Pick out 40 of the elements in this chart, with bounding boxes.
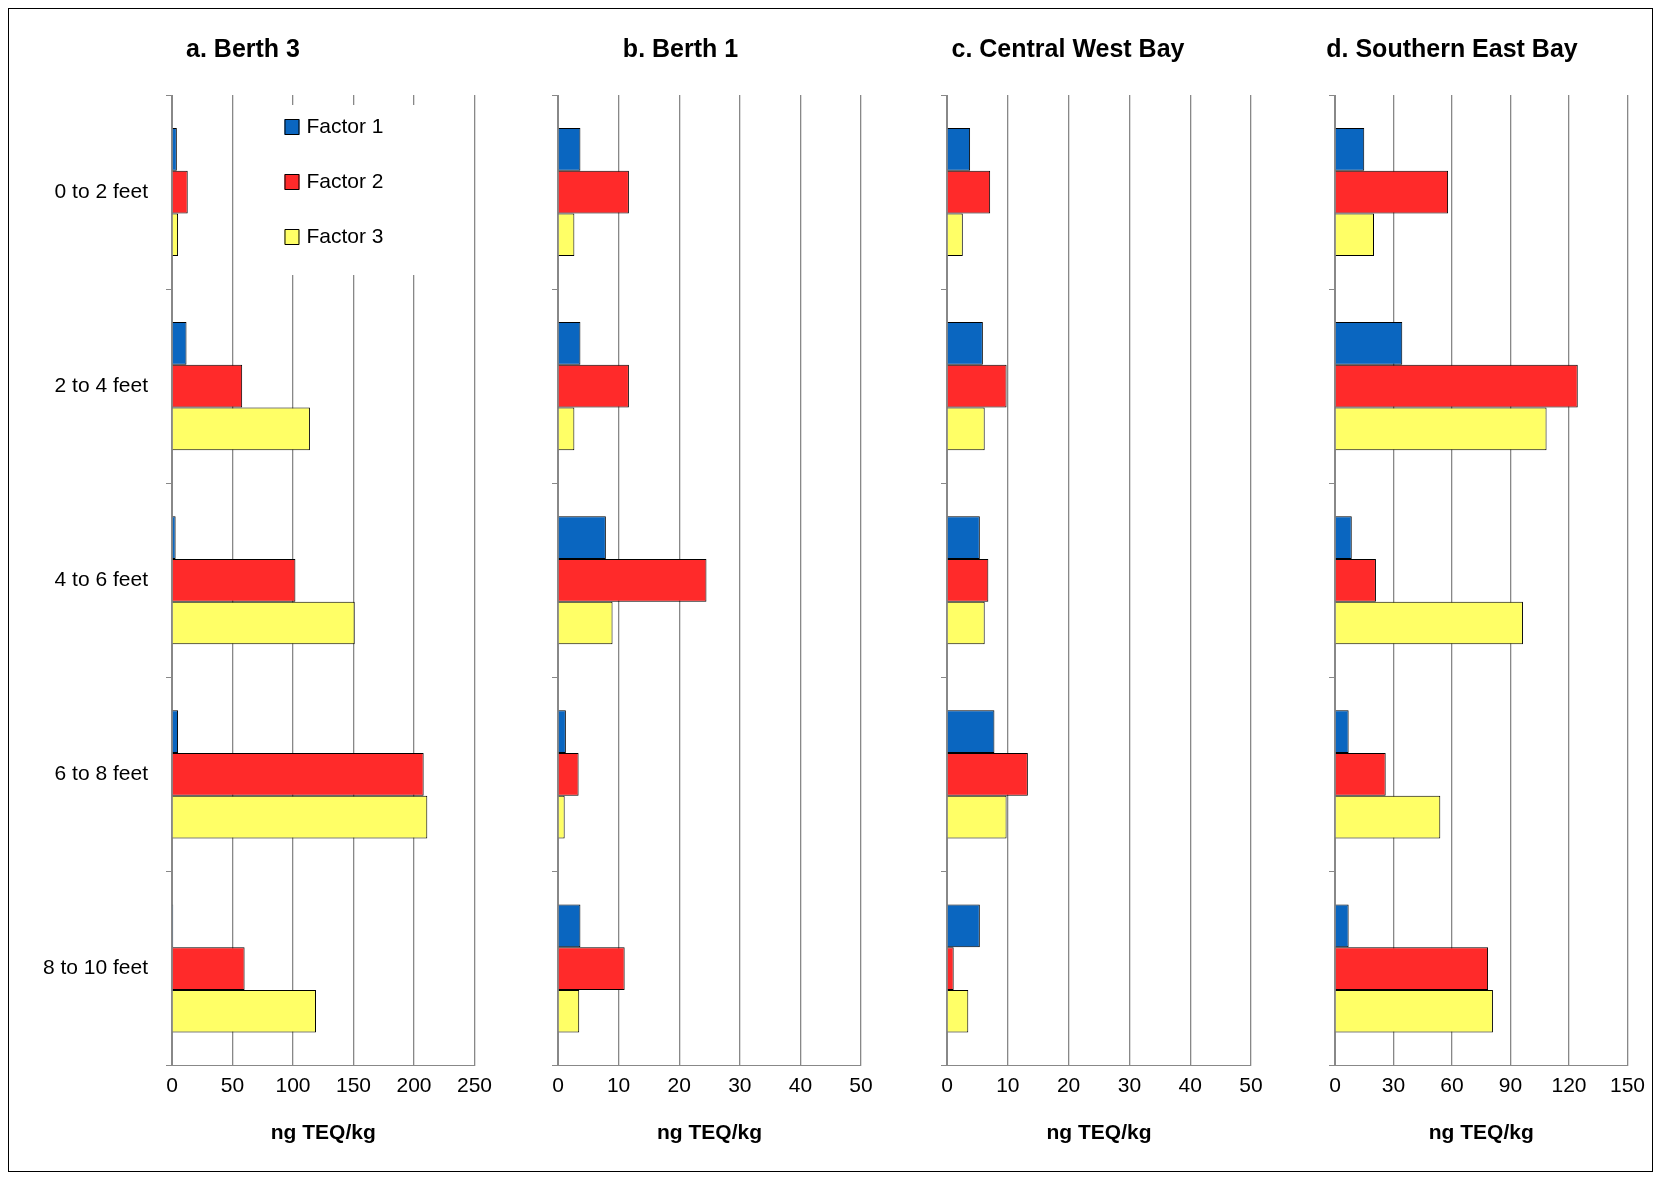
x-tick-label: 60 — [1440, 1073, 1464, 1096]
chart-title: b. Berth 1 — [622, 33, 739, 62]
x-tick-label: 30 — [1381, 1073, 1406, 1096]
x-tick-label: 50 — [220, 1073, 245, 1096]
y-tick-label: 6 to 8 feet — [54, 761, 149, 785]
x-tick-label: 150 — [1609, 1073, 1645, 1096]
x-tick-label: 20 — [1056, 1073, 1081, 1096]
x-tick-label: 200 — [396, 1073, 432, 1096]
x-axis-title: ng TEQ/kg — [270, 1120, 376, 1144]
legend-label: Factor 3 — [306, 223, 384, 247]
x-axis-title: ng TEQ/kg — [657, 1120, 762, 1144]
x-tick-label: 0 — [552, 1073, 564, 1096]
y-tick-label: 4 to 6 feet — [54, 567, 149, 591]
x-tick-label: 30 — [728, 1073, 752, 1096]
x-tick-label: 120 — [1551, 1073, 1587, 1096]
y-tick-label: 0 to 2 feet — [54, 178, 149, 202]
x-tick-label: 10 — [996, 1073, 1020, 1096]
x-tick-label: 10 — [606, 1073, 631, 1096]
x-tick-label: 20 — [667, 1073, 691, 1096]
x-tick-label: 40 — [788, 1073, 813, 1096]
chart-title: d. Southern East Bay — [1326, 33, 1578, 62]
x-tick-label: 0 — [1329, 1073, 1341, 1096]
x-tick-label: 50 — [849, 1073, 873, 1096]
x-tick-label: 250 — [456, 1073, 492, 1096]
legend-label: Factor 2 — [306, 168, 384, 192]
x-tick-label: 100 — [275, 1073, 311, 1096]
x-tick-label: 30 — [1117, 1073, 1142, 1096]
x-tick-label: 40 — [1178, 1073, 1202, 1096]
x-tick-label: 0 — [941, 1073, 953, 1096]
chart-title: a. Berth 3 — [186, 33, 300, 62]
x-axis-title: ng TEQ/kg — [1428, 1120, 1534, 1144]
chart-title: c. Central West Bay — [951, 33, 1185, 62]
x-axis-title: ng TEQ/kg — [1046, 1120, 1152, 1144]
y-tick-label: 8 to 10 feet — [42, 955, 149, 979]
x-tick-label: 50 — [1239, 1073, 1263, 1096]
y-tick-label: 2 to 4 feet — [54, 372, 149, 396]
x-tick-label: 0 — [166, 1073, 178, 1096]
x-tick-label: 90 — [1498, 1073, 1523, 1096]
legend-label: Factor 1 — [306, 113, 384, 137]
x-tick-label: 150 — [335, 1073, 372, 1096]
